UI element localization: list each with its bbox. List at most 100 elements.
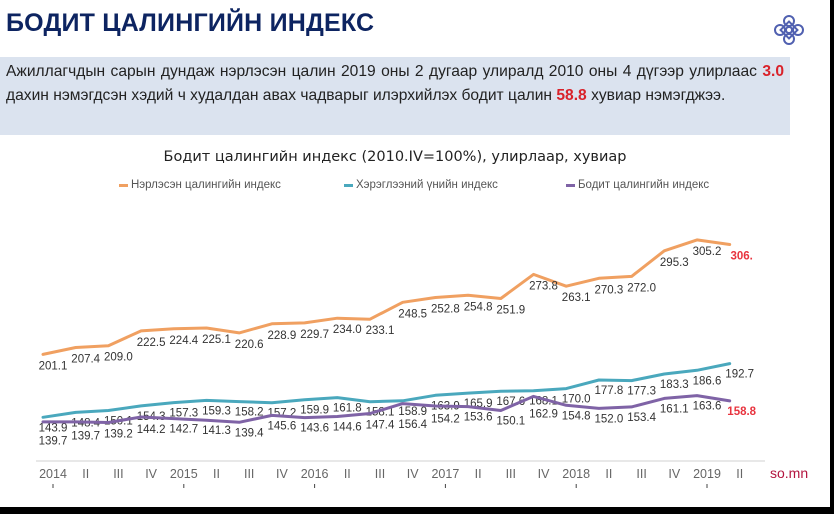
right-border [830, 0, 834, 514]
legend-item-real: Бодит цалингийн индекс [566, 178, 709, 192]
data-label: 272.0 [627, 282, 656, 294]
data-label: 183.3 [660, 379, 689, 391]
data-label: 167.6 [496, 396, 525, 408]
data-label: 295.3 [660, 257, 689, 269]
x-tick-label: III [244, 467, 254, 481]
data-label: 228.9 [268, 330, 297, 342]
data-label: 159.3 [202, 405, 231, 417]
data-label: 142.7 [169, 424, 198, 436]
x-tick-label: IV [407, 467, 419, 481]
data-label: 192.7 [725, 369, 754, 381]
series-line-0 [41, 238, 732, 356]
data-label: 177.3 [627, 386, 656, 398]
summary-highlight-nominal: 3.0 [762, 63, 784, 80]
data-label: 224.4 [169, 335, 198, 347]
x-tick-label: 2016 [301, 467, 329, 481]
legend-swatch-nominal [119, 183, 128, 187]
data-label: 158.8 [727, 406, 756, 418]
summary-text-2: дахин нэмэгдсэн хэдий ч худалдан авах ча… [6, 87, 557, 104]
data-label: 154.8 [562, 410, 591, 422]
data-label: 147.4 [366, 420, 395, 432]
summary-highlight-real: 58.8 [556, 87, 587, 104]
data-label: 139.4 [235, 427, 264, 439]
data-label: 139.2 [104, 428, 133, 440]
x-tick-label: III [113, 467, 123, 481]
data-label: 144.2 [137, 424, 166, 436]
data-label: 145.6 [268, 420, 297, 432]
x-tick-label: 2018 [562, 467, 590, 481]
x-tick-label: II [82, 467, 89, 481]
series-line-1 [41, 362, 732, 419]
data-label: 153.4 [627, 412, 656, 424]
data-label: 158.2 [235, 407, 264, 419]
legend-swatch-real [566, 183, 575, 187]
x-tick-label: IV [145, 467, 157, 481]
data-label: 156.4 [398, 419, 427, 431]
line-chart: 2014 II III IV 2015 II III IV 2016 II III IV 2017 II I… [36, 238, 765, 488]
data-label: 153.6 [464, 412, 493, 424]
x-tick-label: III [506, 467, 516, 481]
data-label: 186.6 [693, 375, 722, 387]
x-tick-label: IV [668, 467, 680, 481]
chart-title: Бодит цалингийн индекс (2010.IV=100%), у… [163, 149, 627, 165]
bottom-bar [0, 507, 834, 514]
data-label: 141.3 [202, 425, 231, 437]
series-line-2 [41, 394, 732, 424]
legend-label-cpi: Хэрэглээний үнийн индекс [356, 179, 498, 191]
source-link[interactable]: so.mn [770, 465, 809, 481]
summary-text-1: Ажиллагчдын сарын дундаж нэрлэсэн цалин … [6, 63, 763, 80]
data-label: 143.6 [300, 423, 329, 435]
data-label: 161.8 [333, 403, 362, 415]
x-tick-label: II [605, 467, 612, 481]
data-label: 233.1 [366, 325, 395, 337]
legend-label-nominal: Нэрлэсэн цалингийн индекс [131, 179, 281, 191]
mongolian-knot-logo-icon [774, 15, 804, 45]
data-label: 162.9 [529, 409, 558, 421]
data-label: 220.6 [235, 339, 264, 351]
data-label: 270.3 [595, 284, 624, 296]
page-title: БОДИТ ЦАЛИНГИЙН ИНДЕКС [6, 9, 375, 37]
data-label: 158.9 [398, 406, 427, 418]
data-label: 161.1 [660, 403, 689, 415]
data-label: 234.0 [333, 324, 362, 336]
data-label: 144.6 [333, 422, 362, 434]
data-label: 154.2 [431, 413, 460, 425]
data-label: 254.8 [464, 301, 493, 313]
data-label: 306. [731, 251, 753, 263]
legend-label-real: Бодит цалингийн индекс [578, 179, 710, 191]
data-label: 170.0 [562, 394, 591, 406]
x-tick-label: IV [276, 467, 288, 481]
data-label: 273.8 [529, 280, 558, 292]
x-tick-label: 2014 [39, 467, 67, 481]
data-label: 251.9 [496, 305, 525, 317]
x-tick-label: II [475, 467, 482, 481]
data-label: 159.9 [300, 405, 329, 417]
x-tick-label: II [344, 467, 351, 481]
data-label: 305.2 [693, 246, 722, 258]
x-tick-label: 2019 [693, 467, 721, 481]
data-label: 143.9 [39, 422, 68, 434]
summary-text-3: хувиар нэмэгджээ. [586, 87, 726, 104]
data-label: 139.7 [39, 435, 68, 447]
summary-box: Ажиллагчдын сарын дундаж нэрлэсэн цалин … [0, 57, 790, 135]
data-label: 157.3 [169, 408, 198, 420]
legend-item-cpi: Хэрэглээний үнийн индекс [344, 178, 498, 192]
data-label: 248.5 [398, 308, 427, 320]
data-label: 207.4 [71, 353, 100, 365]
data-label: 163.6 [693, 401, 722, 413]
x-tick-label: III [375, 467, 385, 481]
data-label: 139.7 [71, 430, 100, 442]
x-tick-label: II [736, 467, 743, 481]
data-label: 252.8 [431, 304, 460, 316]
data-label: 263.1 [562, 292, 591, 304]
data-label: 209.0 [104, 352, 133, 364]
x-tick-label: IV [538, 467, 550, 481]
x-tick-label: 2017 [431, 467, 459, 481]
legend-swatch-cpi [344, 183, 353, 187]
data-label: 201.1 [39, 360, 68, 372]
data-label: 222.5 [137, 337, 166, 349]
legend-item-nominal: Нэрлэсэн цалингийн индекс [119, 178, 281, 192]
x-tick-label: III [636, 467, 646, 481]
data-label: 152.0 [595, 413, 624, 425]
